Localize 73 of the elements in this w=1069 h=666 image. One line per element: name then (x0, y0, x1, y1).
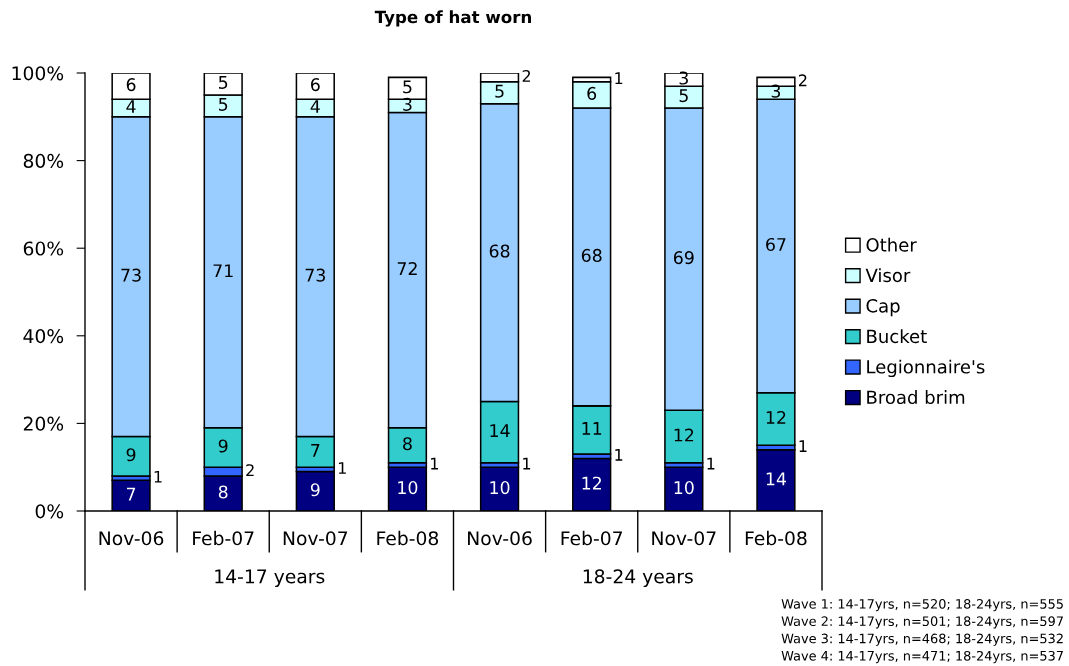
text: Wave 3: 14-17yrs, n=468; 18-24yrs, n=532 (781, 633, 1063, 646)
data-label: 4 (126, 100, 136, 113)
x-tick-label: Feb-08 (377, 530, 439, 546)
data-label: 67 (766, 237, 786, 252)
data-label: 68 (581, 248, 602, 262)
data-label: 10 (490, 481, 510, 495)
data-label: 5 (403, 80, 412, 94)
x-tick-label: Nov-07 (283, 531, 348, 546)
x-tick-label: Feb-07 (193, 530, 254, 546)
text: 14-17 years (215, 569, 325, 588)
data-label: 12 (674, 428, 694, 442)
x-tick-label: Nov-06 (468, 531, 532, 546)
data-label: 1 (615, 72, 623, 84)
text: 18-24 years (583, 569, 693, 588)
data-label: 6 (587, 86, 597, 100)
data-label: 9 (126, 448, 136, 462)
data-label: 14 (490, 424, 510, 437)
data-label: 7 (126, 487, 136, 501)
y-tick-label: 0% (35, 504, 64, 519)
data-label: 71 (213, 264, 233, 278)
data-label: 3 (679, 71, 688, 85)
data-label: 6 (311, 78, 320, 92)
data-label: 12 (582, 476, 601, 490)
data-label: 7 (311, 444, 320, 457)
data-label: 8 (403, 437, 412, 451)
x-tick-label: Feb-07 (561, 530, 622, 546)
data-label: 73 (121, 268, 141, 282)
data-label: 10 (674, 481, 694, 495)
data-label: 5 (219, 97, 228, 111)
data-label: 14 (766, 472, 787, 486)
data-label: 4 (310, 100, 320, 113)
legend-label: Other (866, 237, 917, 252)
data-label: 2 (522, 69, 531, 82)
data-label: 1 (338, 462, 346, 474)
y-tick-label: 80% (23, 153, 64, 168)
legend-label: Legionnaire's (867, 359, 985, 378)
data-label: 6 (126, 78, 136, 92)
data-label: 5 (679, 89, 688, 103)
data-label: 2 (798, 74, 807, 87)
x-tick-label: Feb-08 (745, 530, 807, 546)
data-label: 69 (673, 251, 694, 265)
legend-label: Broad brim (867, 390, 965, 405)
data-label: 12 (766, 410, 786, 424)
data-label: 1 (615, 449, 623, 461)
data-label: 9 (218, 439, 228, 453)
data-label: 11 (582, 422, 602, 435)
legend-label: Visor (865, 268, 911, 283)
data-label: 1 (799, 440, 807, 452)
data-label: 5 (495, 84, 504, 98)
y-tick-label: 60% (23, 241, 64, 256)
y-tick-label: 20% (23, 416, 64, 431)
data-label: 1 (154, 470, 162, 483)
text: Wave 4: 14-17yrs, n=471; 18-24yrs, n=537 (781, 650, 1063, 664)
data-label: 1 (431, 457, 439, 470)
data-label: 73 (305, 268, 325, 282)
data-label: 9 (310, 483, 320, 497)
chart-title: Type of hat worn (374, 10, 531, 27)
y-tick-label: 40% (23, 329, 64, 344)
x-tick-label: Nov-07 (652, 531, 716, 546)
text: Wave 2: 14-17yrs, n=501; 18-24yrs, n=597 (781, 616, 1063, 629)
data-label: 1 (523, 457, 531, 470)
data-label: 1 (707, 457, 715, 470)
data-label: 5 (219, 76, 228, 89)
data-label: 72 (397, 262, 417, 275)
data-label: 68 (489, 244, 510, 258)
data-label: 2 (246, 464, 254, 476)
legend-label: Cap (866, 299, 900, 317)
y-tick-label: 100% (12, 66, 64, 81)
legend-label: Bucket (867, 329, 927, 344)
text: Wave 1: 14-17yrs, n=520; 18-24yrs, n=555 (781, 598, 1063, 612)
data-label: 10 (398, 481, 418, 495)
data-label: 8 (218, 485, 228, 499)
x-tick-label: Nov-06 (99, 531, 164, 546)
